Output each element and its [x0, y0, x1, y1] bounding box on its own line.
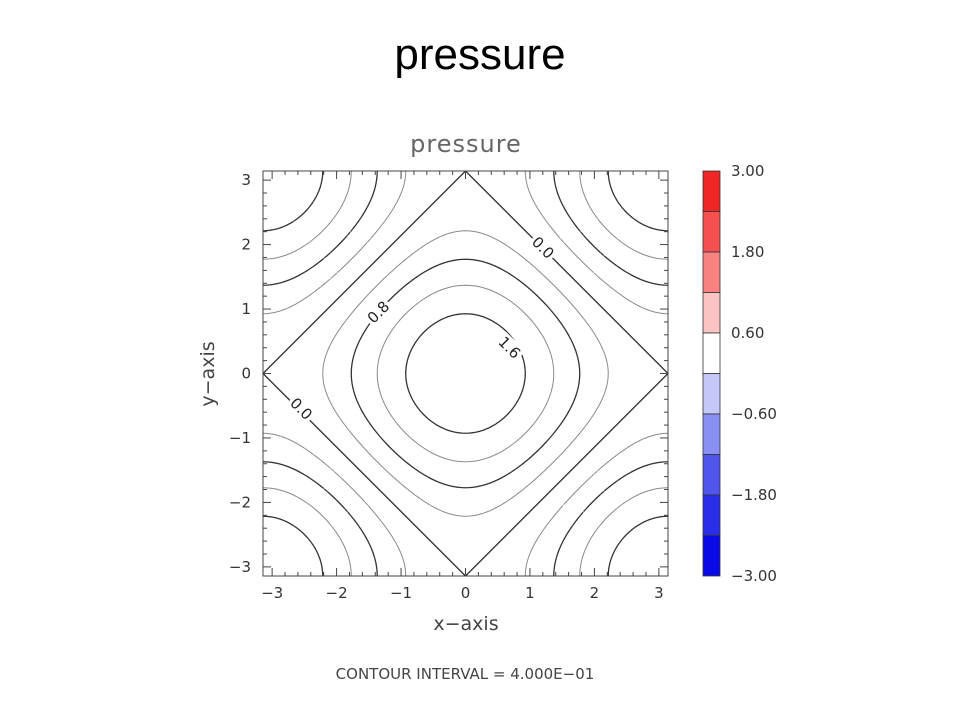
- x-axis-label: x−axis: [433, 613, 498, 635]
- colorbar-label: 3.00: [731, 162, 764, 180]
- contour-label-bg: [526, 231, 560, 265]
- x-tick-label: 1: [525, 584, 535, 602]
- x-tick-label: −1: [390, 584, 412, 602]
- contour-label-bg: [493, 331, 526, 364]
- y-tick-label: 1: [241, 300, 251, 318]
- x-tick-label: 0: [461, 584, 471, 602]
- contour-line: [262, 170, 669, 577]
- y-tick-label: 3: [241, 171, 251, 189]
- x-tick-label: 2: [590, 584, 600, 602]
- colorbar-label: −1.80: [731, 486, 777, 504]
- y-tick-label: 2: [241, 236, 251, 254]
- axis-ticks: [263, 171, 668, 576]
- plot-title: pressure: [410, 130, 522, 158]
- y-tick-label: −1: [229, 429, 251, 447]
- contour-label: 1.6: [495, 333, 525, 363]
- contour-label-bg: [362, 296, 395, 329]
- contour-lines: [262, 170, 669, 577]
- colorbar-segment: [702, 292, 721, 334]
- slide-title: pressure: [394, 30, 566, 79]
- colorbar-segment: [702, 373, 721, 415]
- contour-labels: 0.00.00.81.6: [284, 231, 560, 426]
- colorbar-segment: [702, 332, 721, 374]
- y-tick-label: −2: [229, 493, 251, 511]
- y-tick-labels: −3 −2 −1 0 1 2 3: [229, 171, 251, 576]
- colorbar-segment: [702, 170, 721, 212]
- contour-line: [322, 230, 609, 517]
- y-tick-label: 0: [241, 365, 251, 383]
- colorbar-labels: 3.00 1.80 0.60 −0.60 −1.80 −3.00: [731, 162, 777, 585]
- colorbar: [702, 170, 721, 577]
- colorbar-segment: [702, 413, 721, 455]
- x-tick-label: 3: [654, 584, 664, 602]
- y-tick-label: −3: [229, 558, 251, 576]
- x-tick-labels: −3 −2 −1 0 1 2 3: [261, 584, 664, 602]
- contour-line: [262, 170, 669, 577]
- contour-label: 0.0: [286, 394, 316, 424]
- colorbar-label: −3.00: [731, 567, 777, 585]
- y-axis-label: y−axis: [197, 341, 219, 406]
- x-tick-label: −2: [326, 584, 348, 602]
- colorbar-segment: [702, 494, 721, 536]
- colorbar-segment: [702, 251, 721, 293]
- contour-interval-note: CONTOUR INTERVAL = 4.000E−01: [336, 665, 595, 683]
- contour-label-bg: [284, 392, 318, 426]
- plot-frame: [262, 170, 669, 577]
- colorbar-segment: [702, 535, 721, 577]
- colorbar-label: 0.60: [731, 324, 764, 342]
- contour-line: [350, 258, 581, 489]
- colorbar-segment: [702, 211, 721, 253]
- colorbar-label: 1.80: [731, 243, 764, 261]
- x-tick-label: −3: [261, 584, 283, 602]
- contour-line: [262, 170, 669, 577]
- contour-line: [262, 170, 669, 577]
- contour-label: 0.8: [364, 297, 394, 327]
- contour-line: [376, 284, 555, 463]
- contour-line: [262, 170, 669, 577]
- colorbar-label: −0.60: [731, 405, 777, 423]
- colorbar-segment: [702, 454, 721, 496]
